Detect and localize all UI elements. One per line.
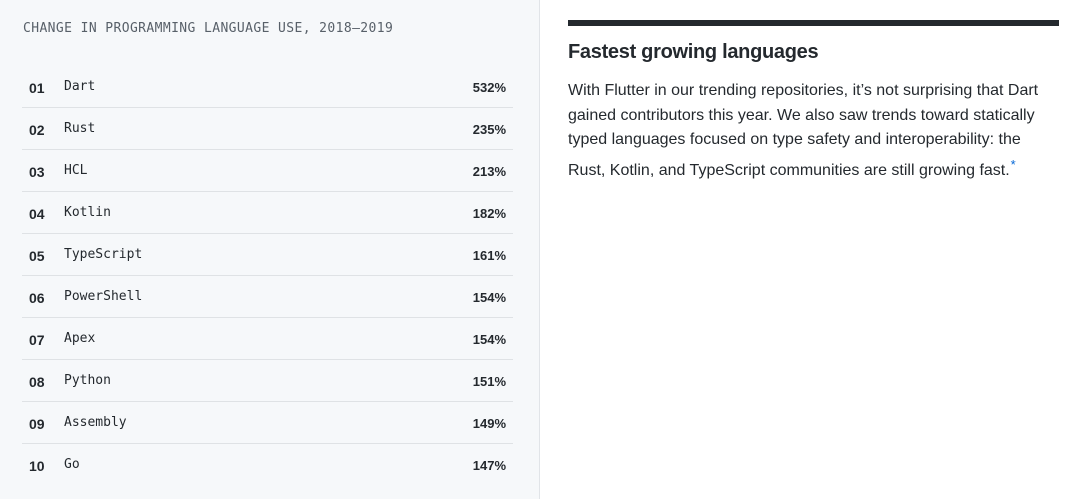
- change-value: 154%: [472, 332, 506, 347]
- table-title: CHANGE IN PROGRAMMING LANGUAGE USE, 2018…: [23, 21, 394, 36]
- change-value: 149%: [472, 416, 506, 431]
- footnote-link[interactable]: *: [1010, 156, 1016, 172]
- change-value: 213%: [472, 164, 506, 179]
- change-value: 147%: [472, 458, 506, 473]
- rank-number: 06: [29, 290, 45, 306]
- table-row: 10 Go 147%: [22, 444, 513, 486]
- table-row: 02 Rust 235%: [22, 108, 513, 150]
- table-row: 03 HCL 213%: [22, 150, 513, 192]
- ranking-panel: CHANGE IN PROGRAMMING LANGUAGE USE, 2018…: [22, 0, 540, 499]
- change-value: 154%: [472, 290, 506, 305]
- table-row: 01 Dart 532%: [22, 66, 513, 108]
- language-name: Go: [64, 457, 80, 472]
- table-row: 07 Apex 154%: [22, 318, 513, 360]
- rank-number: 01: [29, 80, 45, 96]
- language-name: Assembly: [64, 415, 127, 430]
- section-rule: [568, 20, 1059, 26]
- language-name: TypeScript: [64, 247, 143, 262]
- rank-number: 09: [29, 416, 45, 432]
- table-row: 04 Kotlin 182%: [22, 192, 513, 234]
- section-body-text: With Flutter in our trending repositorie…: [568, 82, 1039, 179]
- table-row: 05 TypeScript 161%: [22, 234, 513, 276]
- language-name: HCL: [64, 163, 88, 178]
- rank-number: 02: [29, 122, 45, 138]
- rank-number: 04: [29, 206, 45, 222]
- rank-number: 08: [29, 374, 45, 390]
- language-name: Kotlin: [64, 205, 111, 220]
- article-panel: Fastest growing languages With Flutter i…: [541, 0, 1080, 499]
- language-name: Python: [64, 373, 111, 388]
- language-name: Apex: [64, 331, 96, 346]
- change-value: 235%: [472, 122, 506, 137]
- rank-number: 03: [29, 164, 45, 180]
- change-value: 151%: [472, 374, 506, 389]
- language-ranking-table: 01 Dart 532% 02 Rust 235% 03 HCL 213% 04 Kotlin 182…: [22, 66, 513, 486]
- table-row: 06 PowerShell 154%: [22, 276, 513, 318]
- table-row: 09 Assembly 149%: [22, 402, 513, 444]
- rank-number: 07: [29, 332, 45, 348]
- change-value: 532%: [472, 80, 506, 95]
- rank-number: 10: [29, 458, 45, 474]
- section-heading: Fastest growing languages: [568, 41, 819, 63]
- language-name: Dart: [64, 79, 96, 94]
- change-value: 161%: [472, 248, 506, 263]
- rank-number: 05: [29, 248, 45, 264]
- table-row: 08 Python 151%: [22, 360, 513, 402]
- change-value: 182%: [472, 206, 506, 221]
- language-name: Rust: [64, 121, 96, 136]
- section-body: With Flutter in our trending repositorie…: [568, 79, 1059, 183]
- language-name: PowerShell: [64, 289, 143, 304]
